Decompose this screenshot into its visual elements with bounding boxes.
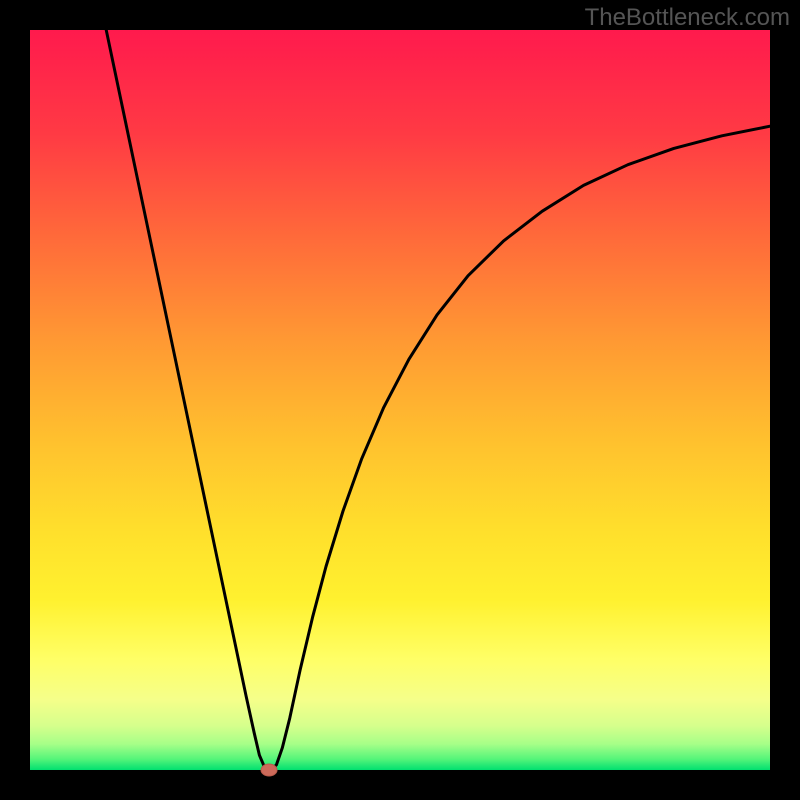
watermark-text: TheBottleneck.com <box>585 4 790 32</box>
optimal-point-marker <box>261 764 277 776</box>
chart-background <box>30 30 770 770</box>
chart-stage: TheBottleneck.com <box>0 0 800 800</box>
bottleneck-chart-svg <box>0 0 800 800</box>
